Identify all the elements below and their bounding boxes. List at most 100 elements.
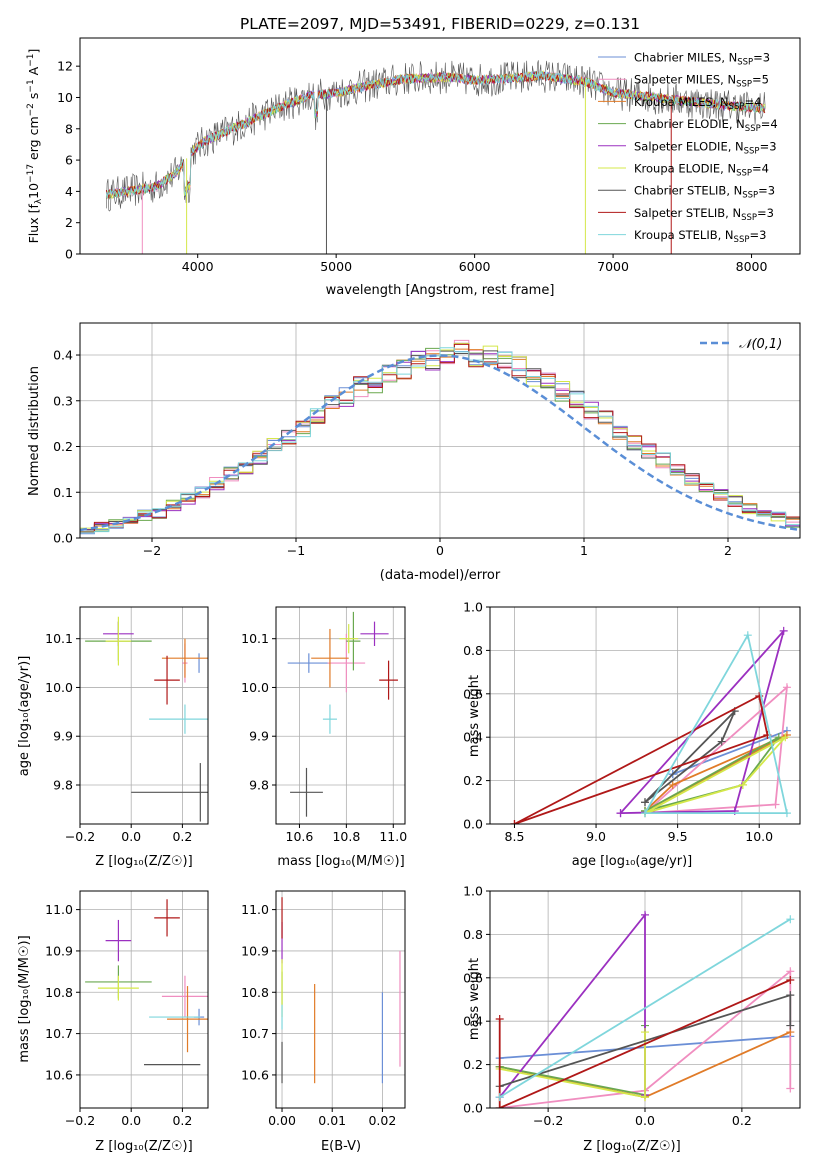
residual-legend: 𝒩(0,1) bbox=[700, 337, 782, 352]
legend-subscript: SSP bbox=[729, 102, 745, 112]
y-tick-label: 0.8 bbox=[463, 643, 483, 658]
legend-label: Salpeter ELODIE, NSSP=3 bbox=[634, 139, 777, 156]
legend-subscript: SSP bbox=[744, 146, 760, 156]
weight-series-chabrier-stelib-marker bbox=[786, 991, 795, 1000]
x-tick-label: 8000 bbox=[736, 259, 768, 274]
weight-series-salpeter-stelib-marker bbox=[495, 1104, 504, 1108]
weight-series-kroupa-stelib-marker bbox=[786, 915, 795, 924]
weight-series-chabrier-stelib-marker bbox=[786, 1021, 795, 1030]
weight-series-kroupa-stelib-marker bbox=[495, 1093, 504, 1102]
weight-series-chabrier-stelib-marker bbox=[641, 798, 649, 807]
weight-series-kroupa-elodie-marker bbox=[641, 1093, 649, 1102]
normal-curve bbox=[80, 354, 800, 532]
x-tick-label: 0.0 bbox=[121, 829, 141, 844]
spectrum-xlabel: wavelength [Angstrom, rest frame] bbox=[326, 283, 555, 298]
weight-series-salpeter-miles-marker bbox=[782, 683, 791, 692]
mass-vs-z-panel: −0.2 0.0 0.2 10.6 10.7 10.8 10.9 11.0 Z [log₁₀(… bbox=[17, 890, 209, 1154]
y-tick-label: 6 bbox=[65, 153, 73, 168]
spectrum-series-salpeter-elodie bbox=[105, 71, 766, 197]
legend-subscript: SSP bbox=[745, 124, 761, 134]
y-tick-label: 0.4 bbox=[53, 348, 73, 363]
y-tick-label: 0 bbox=[65, 247, 73, 262]
y-tick-label: 0.2 bbox=[463, 1057, 483, 1072]
legend-label: Kroupa ELODIE, NSSP=4 bbox=[634, 162, 769, 179]
legend-subscript: SSP bbox=[741, 213, 757, 223]
plot-content bbox=[80, 339, 800, 535]
y-tick-label: 10.9 bbox=[241, 943, 269, 958]
y-tick-label: 10.0 bbox=[241, 680, 269, 695]
mass-weight-vs-age-panel: 8.5 9.0 9.5 10.0 0.0 0.2 0.4 0.6 0.8 1.0 age [log… bbox=[463, 600, 801, 869]
x-tick-label: 0.01 bbox=[318, 1113, 346, 1128]
weight-series-salpeter-stelib bbox=[514, 694, 769, 824]
age-vs-z-ylabel: age [log₁₀(age/yr)] bbox=[17, 656, 32, 777]
age-vs-mass-plot-area: 10.6 10.8 11.0 9.8 9.9 10.0 10.1 bbox=[241, 606, 407, 844]
plot-content bbox=[85, 899, 208, 1066]
histogram-chabrier-miles bbox=[80, 350, 800, 535]
x-tick-label: 6000 bbox=[459, 259, 491, 274]
x-tick-label: 0.2 bbox=[172, 1113, 192, 1128]
y-tick-label: 9.9 bbox=[53, 729, 73, 744]
weight-series-kroupa-stelib bbox=[644, 632, 789, 814]
age-vs-z-xlabel: Z [log₁₀(Z/Z☉)] bbox=[95, 854, 192, 869]
y-tick-label: 0.4 bbox=[463, 1014, 483, 1029]
normal-legend-label: 𝒩(0,1) bbox=[739, 337, 782, 352]
legend-label: Kroupa STELIB, NSSP=3 bbox=[634, 228, 766, 245]
spectrum-legend: Chabrier MILES, NSSP=3 Salpeter MILES, NS… bbox=[598, 51, 778, 245]
figure-title: PLATE=2097, MJD=53491, FIBERID=0229, z=0… bbox=[240, 15, 640, 33]
axes-frame bbox=[79, 37, 801, 255]
weight-series-salpeter-miles-marker bbox=[786, 1084, 795, 1093]
y-tick-label: 10.1 bbox=[241, 631, 269, 646]
weight-series-kroupa-elodie-marker bbox=[738, 780, 747, 789]
histogram-kroupa-miles bbox=[80, 348, 800, 533]
weight-series-salpeter-stelib-marker bbox=[510, 820, 519, 824]
weight-series-kroupa-stelib-marker bbox=[782, 809, 791, 818]
y-tick-label: 10.9 bbox=[45, 943, 73, 958]
mass-weight-vs-z-plot-area: −0.2 0.0 0.2 0.0 0.2 0.4 0.6 0.8 1.0 bbox=[463, 884, 801, 1128]
x-tick-label: 10.8 bbox=[332, 829, 360, 844]
histogram-chabrier-elodie bbox=[80, 343, 800, 533]
mass-vs-z-ylabel: mass [log₁₀(M/M☉)] bbox=[17, 935, 32, 1062]
axes-frame bbox=[79, 606, 209, 825]
spectrum-panel: 4000 5000 6000 7000 8000 0 2 4 6 8 10 12 wavelength… bbox=[26, 37, 801, 298]
x-tick-label: 8.5 bbox=[505, 829, 525, 844]
weight-series-salpeter-elodie bbox=[619, 630, 785, 814]
weight-series-kroupa-stelib bbox=[499, 918, 791, 1098]
plot-content bbox=[287, 611, 398, 817]
y-tick-label: 8 bbox=[65, 121, 73, 136]
weight-series-salpeter-elodie-marker bbox=[641, 910, 649, 919]
y-tick-label: 10.6 bbox=[241, 1067, 269, 1082]
y-tick-label: 10.1 bbox=[45, 631, 73, 646]
weight-series-salpeter-elodie-marker bbox=[616, 809, 625, 818]
legend-label: Chabrier STELIB, NSSP=3 bbox=[634, 184, 775, 201]
x-tick-label: 0.2 bbox=[172, 829, 192, 844]
x-tick-label: 11.0 bbox=[379, 829, 407, 844]
age-vs-mass-panel: 10.6 10.8 11.0 9.8 9.9 10.0 10.1 mass [log₁₀(M… bbox=[241, 606, 407, 869]
legend-value: =5 bbox=[752, 73, 769, 87]
x-tick-label: 0.2 bbox=[732, 1113, 752, 1128]
axes-frame bbox=[79, 890, 209, 1109]
spectrum-ylabel: Flux [fλ10−17 erg cm−2 s−1 A−1] bbox=[26, 49, 44, 244]
plot-content bbox=[85, 616, 208, 822]
y-tick-label: 11.0 bbox=[45, 902, 73, 917]
x-tick-label: −2 bbox=[143, 543, 161, 558]
residual-xlabel: (data-model)/error bbox=[380, 568, 501, 583]
x-tick-label: −0.2 bbox=[65, 1113, 95, 1128]
y-tick-label: 0.2 bbox=[53, 439, 73, 454]
legend-label: Chabrier MILES, NSSP=3 bbox=[634, 51, 770, 68]
legend-subscript: SSP bbox=[737, 58, 753, 68]
spectrum-series-salpeter-stelib bbox=[105, 71, 766, 199]
spectrum-series-kroupa-stelib bbox=[105, 70, 766, 199]
weight-series-kroupa-miles bbox=[644, 734, 788, 812]
y-tick-label: 2 bbox=[65, 215, 73, 230]
x-tick-label: −0.2 bbox=[65, 829, 95, 844]
plot-content bbox=[105, 60, 766, 254]
x-tick-label: 0.02 bbox=[368, 1113, 396, 1128]
y-tick-label: 10.6 bbox=[45, 1067, 73, 1082]
age-vs-z-panel: −0.2 0.0 0.2 9.8 9.9 10.0 10.1 Z [log₁₀(Z/Z☉)]… bbox=[17, 606, 209, 869]
y-tick-label: 9.8 bbox=[249, 777, 269, 792]
histogram-kroupa-stelib bbox=[80, 347, 800, 534]
axes-frame bbox=[489, 606, 801, 825]
histogram-kroupa-elodie bbox=[80, 342, 800, 530]
y-tick-label: 0.1 bbox=[53, 485, 73, 500]
